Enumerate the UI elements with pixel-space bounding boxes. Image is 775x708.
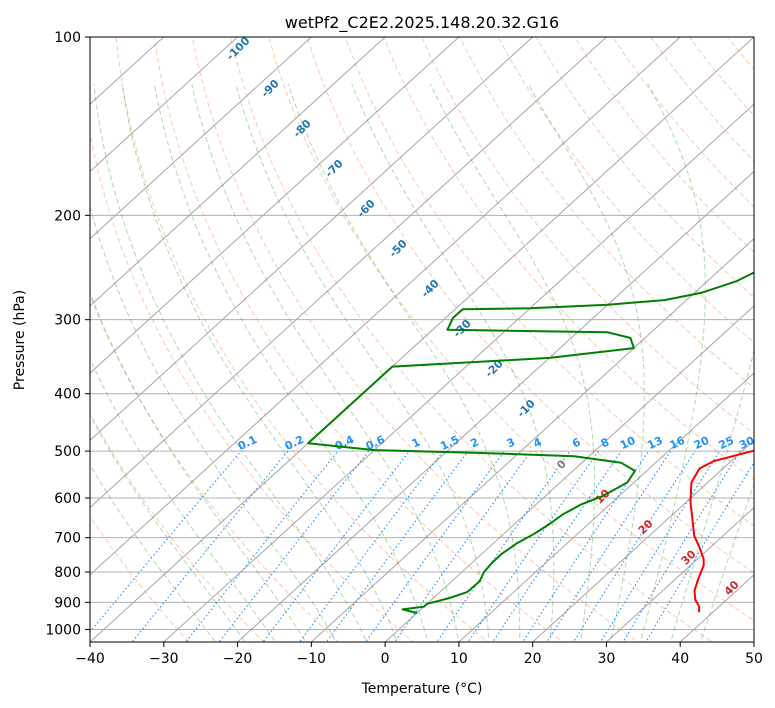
mixing-ratio-line [546, 450, 672, 642]
isotherm-line [90, 37, 460, 374]
moist-adiabat [90, 291, 307, 642]
mixing-ratio-line [522, 450, 650, 642]
moist-adiabat [527, 83, 645, 642]
dry-adiabat [191, 37, 639, 642]
y-tick-label: 400 [54, 387, 81, 403]
moist-adiabat [287, 83, 521, 642]
isotherm-line [90, 37, 534, 442]
moist-adiabat [90, 357, 277, 642]
mixing-ratio-line [185, 450, 339, 642]
mixing-ratio-line [131, 450, 289, 642]
moist-adiabat [640, 83, 706, 642]
mixing-ratio-line [262, 450, 410, 642]
isotherm-line [384, 305, 754, 642]
y-tick-label: 800 [54, 565, 81, 581]
dry-adiabat [230, 37, 714, 642]
mixing-ratio-line [622, 450, 741, 642]
isotherm-line [458, 372, 754, 642]
isotherm-line [90, 37, 754, 642]
axis-ticks: −40 −30 −20 −10 0 10 20 30 40 50 100 200 300 400 500 60… [45, 30, 763, 667]
x-tick-label: −20 [223, 651, 253, 667]
isotherm-line [532, 439, 754, 642]
x-tick-label: 30 [598, 651, 616, 667]
x-tick-label: −40 [75, 651, 105, 667]
moist-adiabat [93, 83, 368, 642]
mixing-ratio-line [365, 450, 505, 642]
dry-adiabat [382, 37, 754, 481]
y-tick-label: 600 [54, 491, 81, 507]
moist-adiabat [235, 83, 490, 642]
y-tick-label: 1000 [45, 622, 81, 638]
dry-adiabat [90, 515, 190, 642]
isotherm-line [90, 37, 607, 509]
isotherm-line [90, 37, 238, 173]
mixing-ratio-line [467, 450, 599, 642]
temperature-profile [689, 449, 754, 613]
mixing-ratio-label: 25 [717, 434, 736, 452]
y-tick-label: 500 [54, 444, 81, 460]
dry-adiabat [306, 37, 754, 574]
moist-adiabat [351, 83, 555, 642]
dry-adiabat [115, 37, 490, 642]
mixing-ratio-label: 13 [645, 434, 664, 452]
x-axis-label: Temperature (°C) [361, 681, 483, 697]
dry-adiabat [90, 131, 415, 642]
dry-adiabat [459, 37, 754, 389]
chart-title: wetPf2_C2E2.2025.148.20.32.G16 [285, 13, 559, 33]
x-tick-label: 40 [671, 651, 689, 667]
x-tick-label: 10 [450, 651, 468, 667]
isotherm-line [163, 103, 754, 642]
isotherm-line [237, 170, 754, 642]
mixing-ratio-line [599, 450, 721, 642]
dry-adiabat [153, 37, 564, 642]
x-tick-label: 50 [745, 651, 763, 667]
moist-adiabat [699, 482, 754, 642]
y-tick-label: 300 [54, 313, 81, 329]
mixing-ratio-label: 16 [668, 434, 688, 452]
moist-adiabat [90, 413, 247, 642]
x-tick-label: 0 [381, 651, 390, 667]
x-tick-label: −10 [297, 651, 327, 667]
plot-area: 0.10.20.40.611.52346810131620253036-100-… [90, 37, 757, 642]
mixing-ratio-line [393, 450, 532, 642]
x-tick-label: −30 [149, 651, 179, 667]
mixing-ratio-label: 10 [618, 434, 638, 452]
isotherm-line [90, 37, 312, 240]
y-tick-label: 100 [54, 30, 81, 46]
dry-adiabat [90, 412, 265, 642]
moist-adiabat [90, 463, 217, 642]
moist-adiabat [90, 204, 337, 642]
mixing-ratio-line [492, 450, 622, 642]
moist-adiabat [429, 83, 596, 642]
isotherm-line [606, 506, 754, 642]
isotherm-line [90, 37, 681, 576]
dry-adiabat [90, 293, 340, 642]
y-tick-label: 700 [54, 531, 81, 547]
x-tick-label: 20 [524, 651, 542, 667]
y-axis-label: Pressure (hPa) [12, 290, 28, 390]
dry-adiabat [497, 37, 754, 344]
moist-adiabat [191, 83, 460, 642]
moist-adiabat [670, 348, 754, 642]
isotherm-line [90, 37, 386, 307]
dry-adiabat [344, 37, 754, 527]
moist-adiabat [121, 83, 398, 642]
plot-frame [89, 36, 755, 643]
mixing-ratio-line [572, 450, 696, 642]
dewpoint-profile [307, 271, 754, 614]
y-tick-label: 900 [54, 595, 81, 611]
mixing-ratio-label: 30 [737, 434, 757, 452]
y-tick-label: 200 [54, 208, 81, 224]
moist-adiabat [153, 83, 429, 642]
mixing-ratio-label: 20 [692, 434, 712, 452]
mixing-ratio-line [645, 461, 754, 642]
isotherm-line [310, 237, 754, 642]
